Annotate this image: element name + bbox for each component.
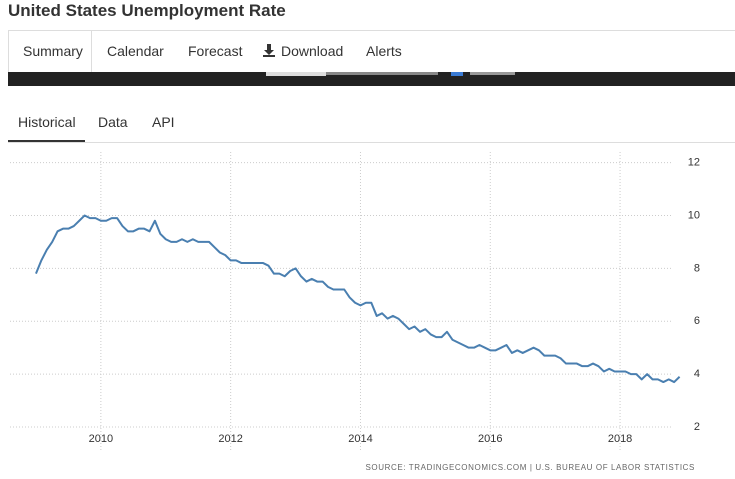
x-tick-label: 2018 <box>608 433 632 445</box>
tab-bar <box>8 30 735 72</box>
y-tick-label: 8 <box>694 262 700 274</box>
y-tick-label: 2 <box>694 421 700 433</box>
divider <box>8 142 735 143</box>
y-tick-label: 6 <box>694 315 700 327</box>
y-tick-label: 10 <box>688 209 700 221</box>
x-tick-label: 2010 <box>89 433 113 445</box>
subtab[interactable]: Data <box>98 114 128 130</box>
subtab[interactable]: Historical <box>18 114 76 130</box>
tab[interactable]: Download <box>281 43 344 59</box>
y-tick-label: 4 <box>694 368 700 380</box>
x-tick-label: 2016 <box>478 433 502 445</box>
tab[interactable]: Summary <box>23 43 83 59</box>
x-tick-label: 2012 <box>218 433 242 445</box>
subtab[interactable]: API <box>152 114 175 130</box>
source-note: SOURCE: TRADINGECONOMICS.COM | U.S. BURE… <box>365 463 695 472</box>
download-icon <box>263 44 275 57</box>
y-tick-label: 12 <box>688 156 700 168</box>
tab[interactable]: Forecast <box>188 43 243 59</box>
subtab-underline <box>8 140 85 142</box>
chart: SOURCE: TRADINGECONOMICS.COM | U.S. BURE… <box>10 152 700 472</box>
data-line <box>35 214 681 384</box>
x-tick-label: 2014 <box>348 433 372 445</box>
page-title: United States Unemployment Rate <box>8 1 286 20</box>
banner-ad <box>8 72 735 86</box>
tab[interactable]: Calendar <box>107 43 164 59</box>
active-tab <box>8 30 92 72</box>
tab[interactable]: Alerts <box>366 43 402 59</box>
